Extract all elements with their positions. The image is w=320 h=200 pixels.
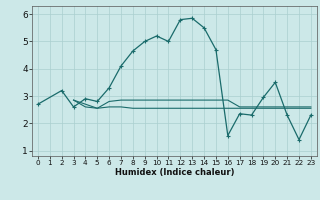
X-axis label: Humidex (Indice chaleur): Humidex (Indice chaleur) xyxy=(115,168,234,177)
